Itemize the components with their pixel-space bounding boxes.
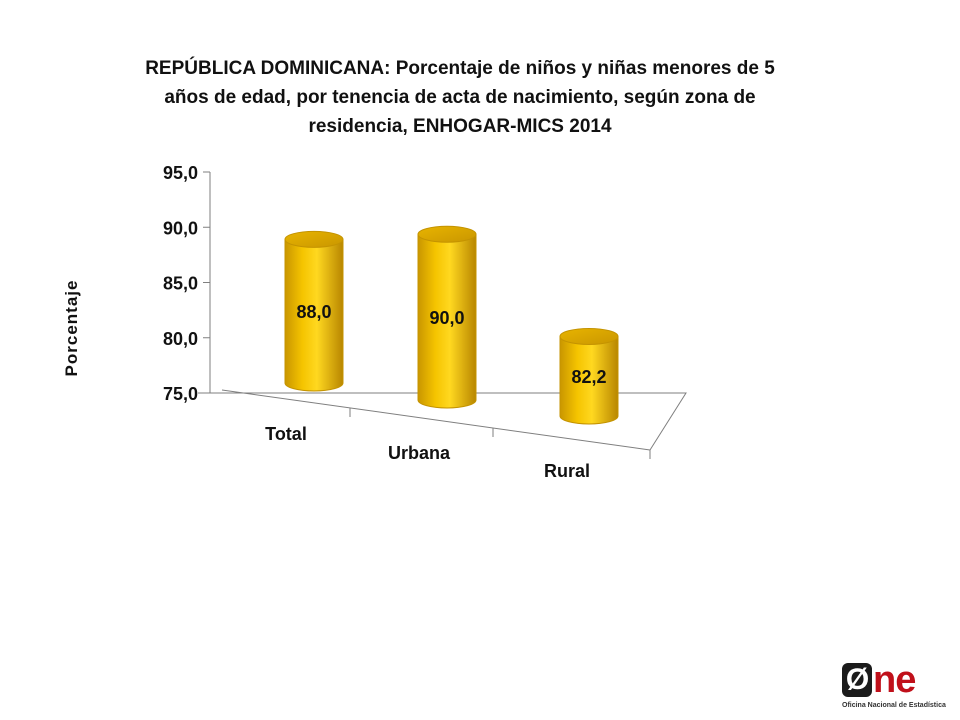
chart-title: REPÚBLICA DOMINICANA: Porcentaje de niño… [100, 54, 820, 141]
y-tick-label: 85,0 [163, 274, 198, 294]
bar-top [284, 230, 344, 248]
y-tick-label: 80,0 [163, 329, 198, 349]
chart-title-line-3: residencia, ENHOGAR-MICS 2014 [308, 116, 612, 137]
bar-top [417, 225, 477, 243]
bar-body [284, 238, 344, 392]
bar-top [559, 327, 619, 345]
bars [284, 225, 619, 425]
x-category-label: Rural [544, 461, 590, 481]
logo-tagline: Oficina Nacional de Estadística [842, 702, 946, 709]
bar-body [417, 233, 477, 409]
y-tick-label: 90,0 [163, 218, 198, 238]
x-axis-line [221, 389, 651, 451]
bar-urbana [417, 225, 477, 409]
x-category-label: Total [265, 424, 307, 444]
chart-title-line-2: años de edad, por tenencia de acta de na… [164, 87, 756, 108]
bar-body [559, 335, 619, 425]
bar-total [284, 230, 344, 392]
chart-title-line-1: REPÚBLICA DOMINICANA: Porcentaje de niño… [145, 58, 775, 79]
x-category-label: Urbana [388, 443, 451, 463]
y-tick-label: 75,0 [163, 384, 198, 404]
bar-rural [559, 327, 619, 425]
y-tick-label: 95,0 [163, 163, 198, 183]
data-label: 82,2 [571, 367, 606, 387]
data-label: 88,0 [296, 302, 331, 322]
labels: 95,0 90,0 85,0 80,0 75,0 88,0 90,0 82,2 Total Urb… [163, 163, 607, 481]
data-label: 90,0 [429, 308, 464, 328]
